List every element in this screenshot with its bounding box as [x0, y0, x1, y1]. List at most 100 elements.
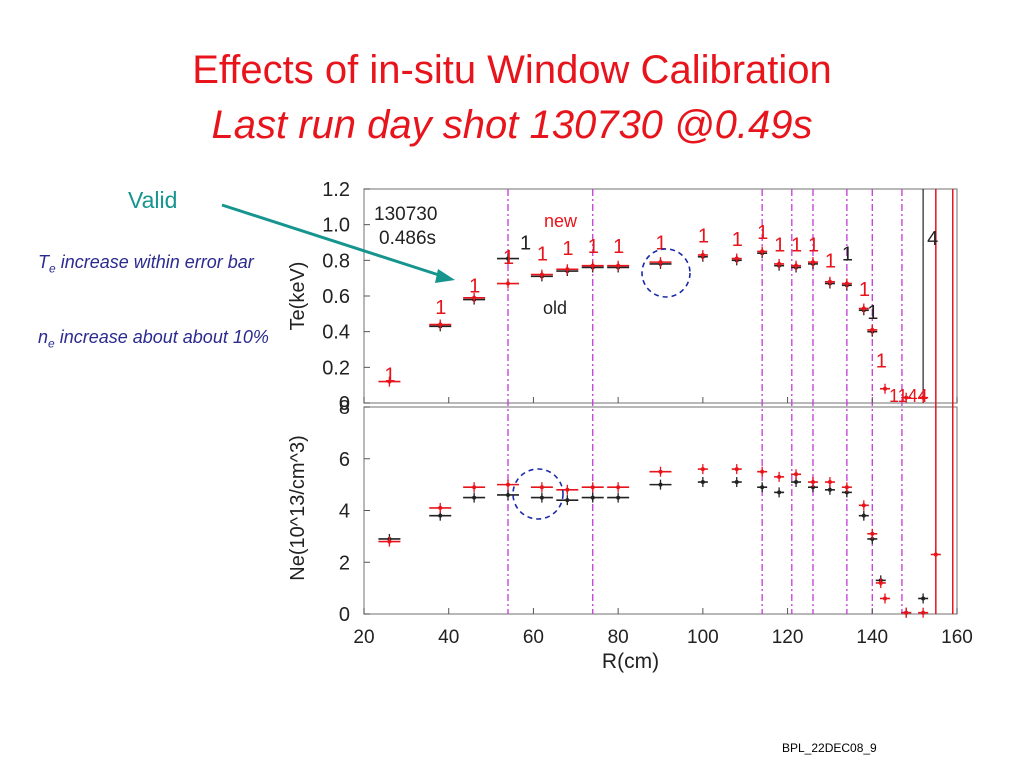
te-y-tick-label: 0 — [339, 393, 350, 415]
channel-number-label: 1 — [656, 233, 667, 255]
ne-new-marker — [794, 472, 799, 477]
te-y-tick-label: 1.0 — [322, 215, 350, 237]
ne-new-marker — [472, 485, 477, 490]
channel-number-label: 1 — [435, 297, 446, 319]
channel-number-label: 1 — [757, 222, 768, 244]
te-new-marker — [827, 279, 832, 284]
x-tick-label: 160 — [941, 627, 973, 648]
ne-note-prefix: n — [38, 327, 49, 347]
te-new-marker — [700, 252, 705, 257]
x-tick-label: 100 — [687, 627, 719, 648]
ne-note-sub: e — [48, 336, 55, 351]
channel-number-label: 1 — [774, 234, 785, 256]
te-new-marker — [777, 261, 782, 266]
ne-new-marker — [777, 474, 782, 479]
ne-new-marker — [539, 485, 544, 490]
te-y-axis-label: Te(keV) — [287, 262, 309, 331]
te-new-marker — [590, 263, 595, 268]
te-new-marker — [882, 386, 887, 391]
x-tick-label: 120 — [772, 627, 804, 648]
te-new-marker — [438, 322, 443, 327]
te-new-marker — [616, 263, 621, 268]
te-new-marker — [794, 263, 799, 268]
ne-new-marker — [734, 467, 739, 472]
te-y-tick-label: 0.6 — [322, 286, 350, 308]
slide-subtitle: Last run day shot 130730 @0.49s — [211, 103, 813, 147]
te-new-marker — [861, 306, 866, 311]
slide-title: Effects of in-situ Window Calibration — [192, 48, 832, 92]
te-new-marker — [844, 281, 849, 286]
ne-highlight-circle — [512, 468, 564, 520]
ne-new-marker — [810, 480, 815, 485]
te-y-tick-label: 0.2 — [322, 357, 350, 379]
ne-old-marker — [861, 513, 866, 518]
ne-old-marker — [760, 485, 765, 490]
new-series-label: new — [544, 211, 578, 231]
time-annotation: 0.486s — [379, 228, 436, 249]
x-tick-label: 40 — [438, 627, 459, 648]
channel-number-label: 1144 — [889, 386, 928, 406]
ne-old-marker — [734, 480, 739, 485]
ne-new-marker — [878, 580, 883, 585]
ne-old-marker — [539, 495, 544, 500]
ne-new-marker — [921, 610, 926, 615]
ne-new-marker — [565, 487, 570, 492]
ne-new-marker — [658, 469, 663, 474]
ne-old-marker — [590, 495, 595, 500]
channel-number-label: 1 — [520, 233, 531, 255]
x-tick-label: 80 — [608, 627, 629, 648]
shot-annotation: 130730 — [374, 204, 437, 225]
te-note-sub: e — [49, 261, 56, 276]
channel-number-label: 1 — [867, 302, 878, 324]
te-new-marker — [870, 327, 875, 332]
ne-new-marker — [438, 505, 443, 510]
slide-footer: BPL_22DEC08_9 — [782, 741, 877, 755]
ne-new-marker — [506, 482, 511, 487]
valid-arrow-line — [221, 203, 443, 278]
x-tick-label: 60 — [523, 627, 544, 648]
ne-y-tick-label: 6 — [339, 449, 350, 471]
te-note-prefix: T — [38, 252, 49, 272]
ne-new-marker — [904, 610, 909, 615]
te-note: Te increase within error bar — [38, 250, 270, 281]
channel-number-label: 1 — [384, 365, 395, 387]
ne-new-marker — [700, 467, 705, 472]
channel-number-label: 1 — [613, 236, 624, 258]
te-y-tick-label: 1.2 — [322, 179, 350, 201]
channel-number-label: 1 — [503, 247, 514, 269]
te-new-marker — [565, 267, 570, 272]
te-new-marker — [734, 256, 739, 261]
channel-number-label: 1 — [562, 238, 573, 260]
te-old-marker — [506, 256, 511, 261]
te-highlight-circle — [641, 248, 691, 298]
ne-old-marker — [658, 482, 663, 487]
ne-y-axis-label: Ne(10^13/cm^3) — [287, 435, 309, 581]
ne-old-marker — [565, 498, 570, 503]
te-y-tick-label: 0.8 — [322, 250, 350, 272]
channel-number-label: 1 — [842, 243, 853, 265]
te-new-marker — [904, 395, 909, 400]
te-new-marker — [387, 379, 392, 384]
ne-old-marker — [616, 495, 621, 500]
ne-y-tick-label: 0 — [339, 604, 350, 626]
te-new-marker — [921, 395, 926, 400]
channel-number-label: 1 — [732, 229, 743, 251]
ne-new-marker — [590, 485, 595, 490]
ne-old-marker — [827, 487, 832, 492]
ne-new-marker — [827, 480, 832, 485]
valid-label: Valid — [128, 187, 178, 213]
ne-new-marker — [882, 596, 887, 601]
channel-number-label: 1 — [588, 236, 599, 258]
te-new-marker — [506, 281, 511, 286]
te-new-marker — [658, 260, 663, 265]
ne-panel-frame — [363, 406, 958, 615]
ne-old-marker — [810, 485, 815, 490]
ne-old-marker — [506, 492, 511, 497]
ne-new-marker — [844, 485, 849, 490]
te-note-text: increase within error bar — [55, 252, 254, 272]
old-series-label: old — [543, 298, 567, 318]
channel-number-label: 1 — [791, 234, 802, 256]
channel-number-label: 1 — [808, 234, 819, 256]
ne-new-marker — [760, 469, 765, 474]
